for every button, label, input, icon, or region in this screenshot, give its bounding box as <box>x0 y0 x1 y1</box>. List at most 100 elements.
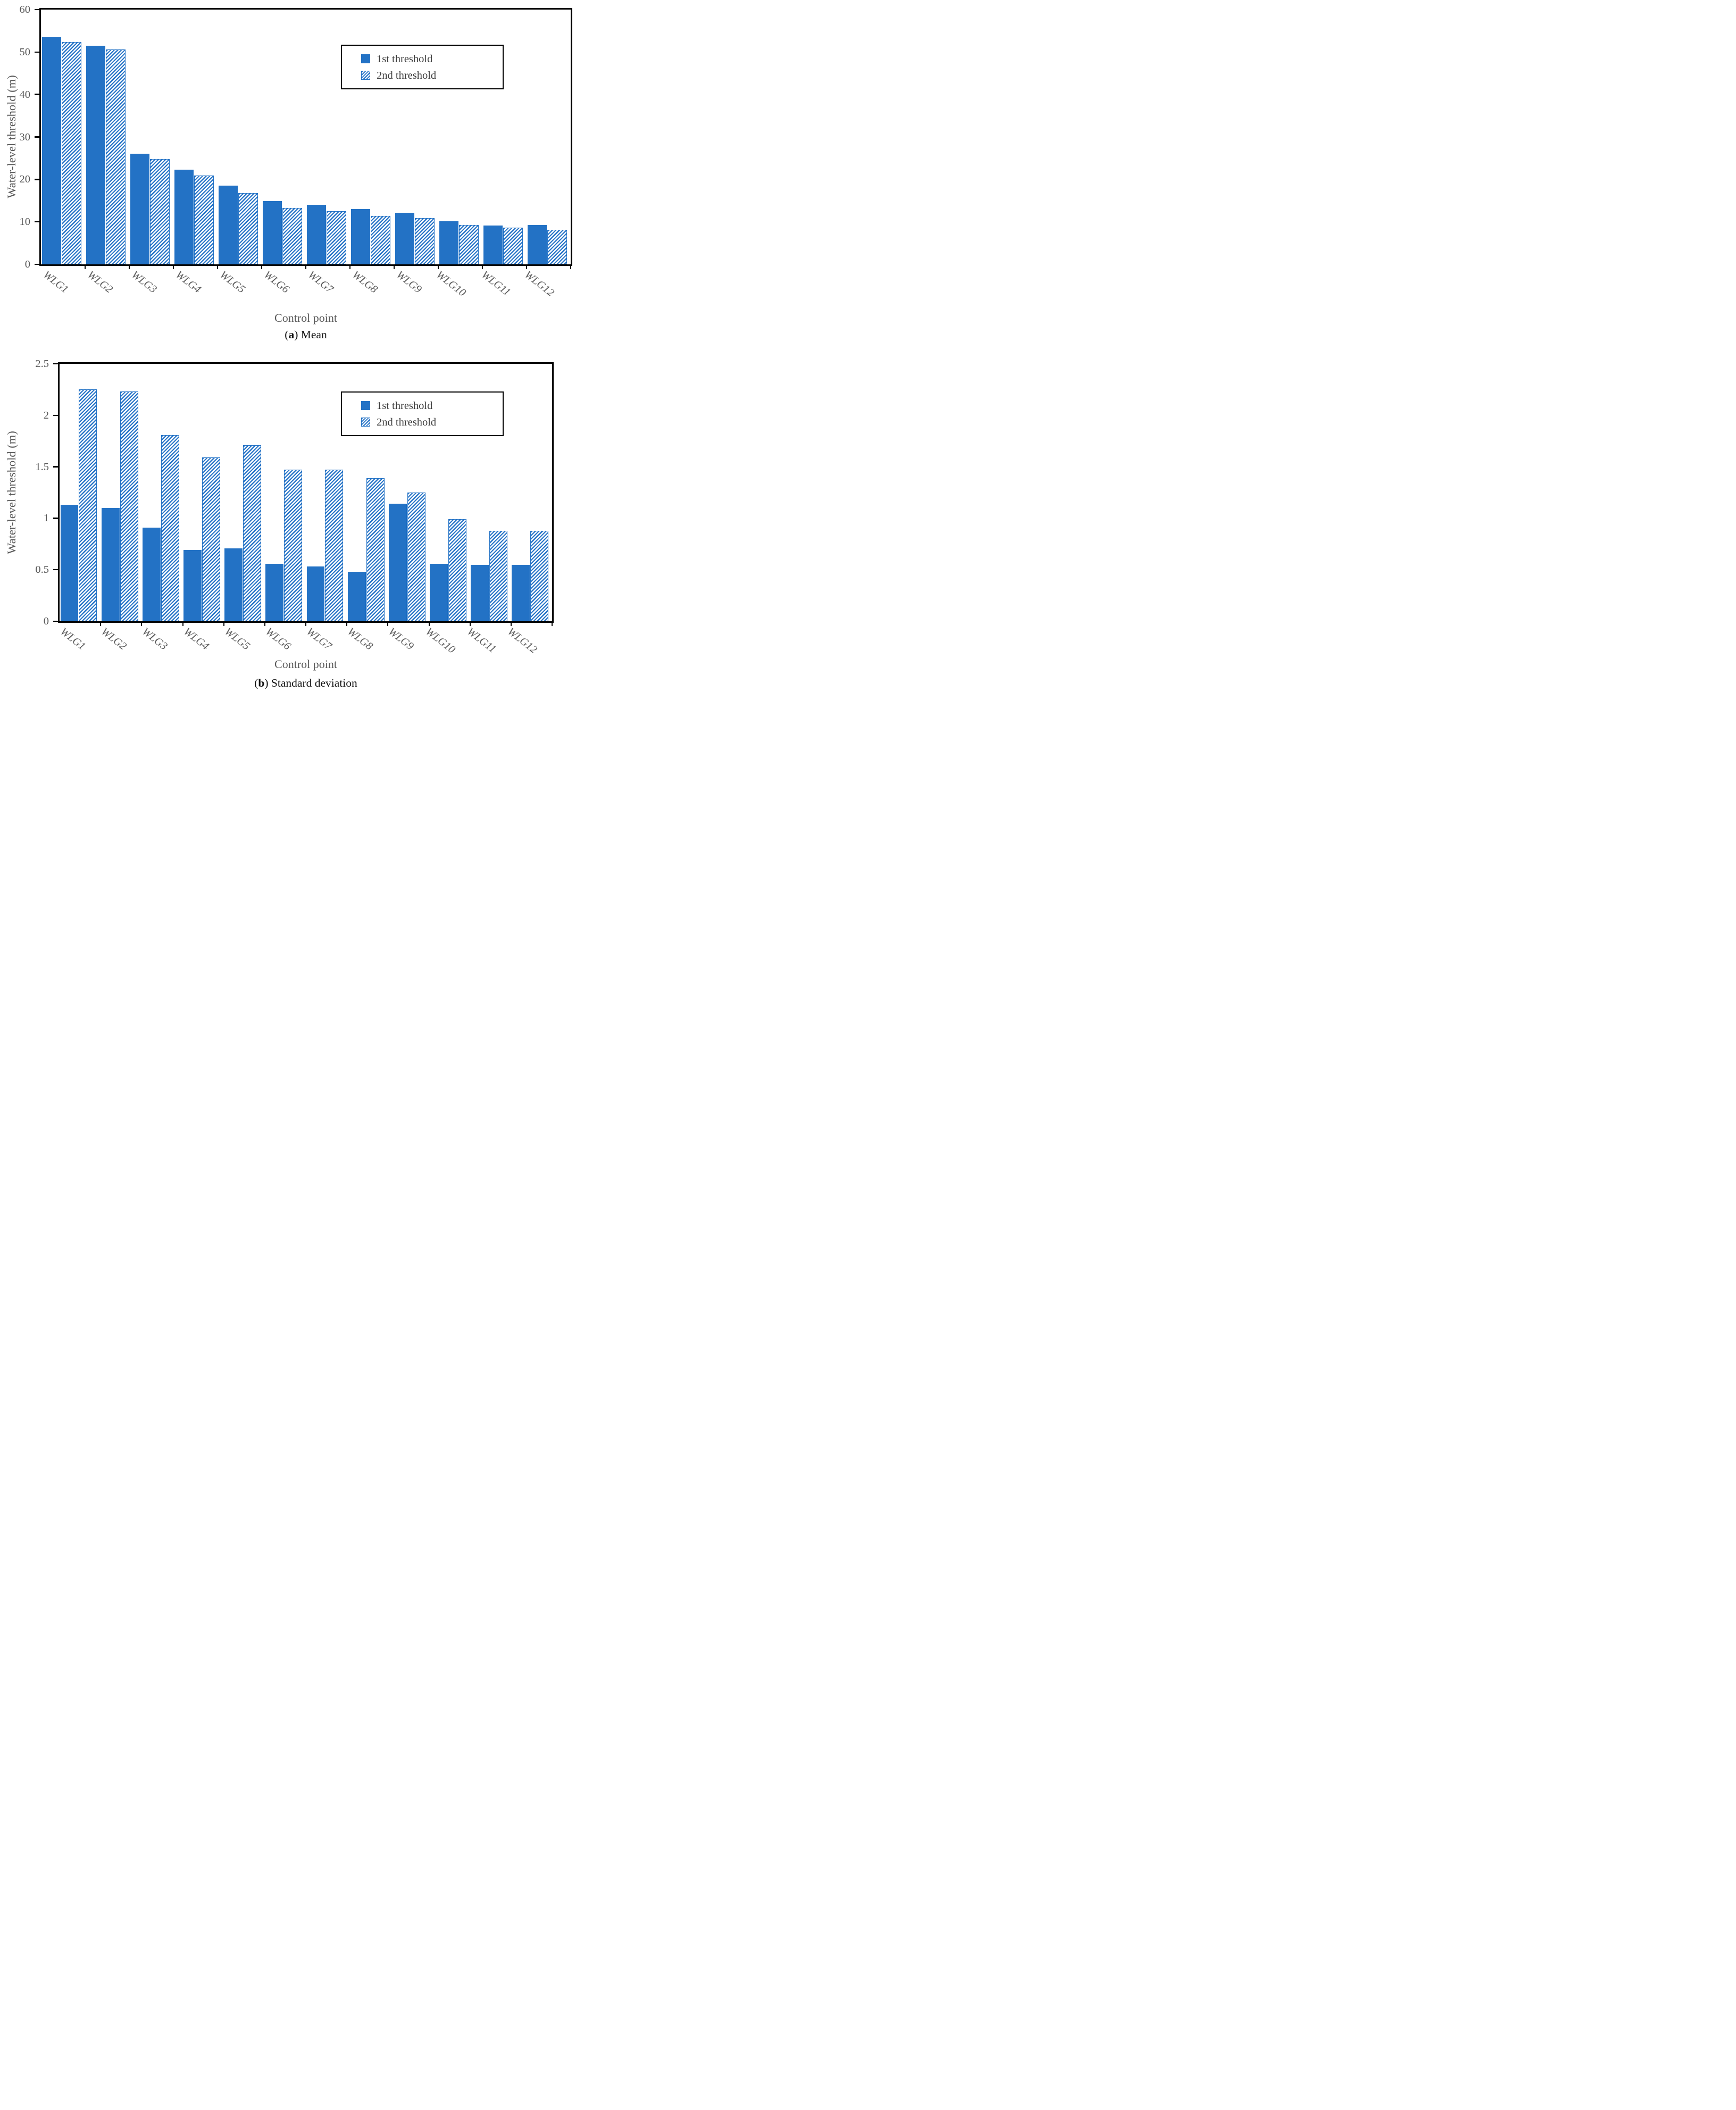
bar-wlg2-2nd <box>106 49 126 264</box>
legend-row: 1st threshold <box>361 51 503 67</box>
y-axis-tick <box>53 518 58 519</box>
bar-wlg4-2nd <box>202 457 220 621</box>
bar-wlg9-2nd <box>407 493 425 621</box>
x-tick-label-wlg8: WLG8 <box>350 269 380 296</box>
legend-row: 2nd threshold <box>361 414 503 430</box>
x-tick-label-wlg8: WLG8 <box>345 626 375 653</box>
y-tick-label: 40 <box>19 88 31 101</box>
x-axis-tick <box>428 623 430 626</box>
x-axis-tick <box>173 266 174 269</box>
x-tick-label-wlg6: WLG6 <box>262 269 291 296</box>
y-tick-label: 30 <box>19 131 31 143</box>
bar-wlg3-2nd <box>161 435 179 621</box>
y-tick-label: 50 <box>19 46 31 58</box>
bar-wlg10-1st <box>430 563 448 621</box>
y-tick-label: 0.5 <box>35 564 49 576</box>
x-axis-tick <box>469 623 471 626</box>
bar-wlg1-1st <box>41 37 62 264</box>
bar-wlg8-1st <box>350 209 371 264</box>
legend-label: 1st threshold <box>377 399 433 412</box>
x-axis-tick <box>349 266 350 269</box>
y-tick-label: 2.5 <box>35 358 49 370</box>
bar-wlg7-1st <box>306 566 325 621</box>
bar-wlg8-2nd <box>371 215 390 264</box>
legend-label: 2nd threshold <box>377 416 437 428</box>
legend-label: 1st threshold <box>377 53 433 65</box>
bar-wlg3-1st <box>142 527 161 621</box>
x-axis-tick <box>217 266 218 269</box>
bar-wlg1-2nd <box>79 389 97 621</box>
legend-swatch-hatched <box>361 418 370 427</box>
x-axis-tick <box>85 266 86 269</box>
x-axis-tick <box>346 623 348 626</box>
y-axis-tick <box>35 136 39 138</box>
x-tick-label-wlg1: WLG1 <box>41 269 71 296</box>
x-axis-tick <box>552 623 553 626</box>
bar-wlg1-2nd <box>62 41 81 264</box>
caption-b: (b) Standard deviation <box>254 677 357 689</box>
y-tick-label: 2 <box>43 409 49 421</box>
y-axis-tick <box>53 569 58 571</box>
bar-wlg2-1st <box>101 508 120 621</box>
bar-wlg1-1st <box>60 505 79 621</box>
y-tick-label: 20 <box>19 173 31 186</box>
bar-wlg8-1st <box>347 572 366 621</box>
x-axis-tick <box>182 623 183 626</box>
x-axis-tick <box>264 623 265 626</box>
x-axis-title-b: Control point <box>274 657 337 671</box>
legend-swatch-solid <box>361 54 370 63</box>
caption-letter: a <box>288 328 295 341</box>
bar-wlg10-2nd <box>448 519 466 621</box>
bar-wlg12-1st <box>512 564 530 621</box>
bar-wlg2-1st <box>86 45 106 264</box>
legend-swatch-solid <box>361 401 370 410</box>
x-axis-tick <box>394 266 395 269</box>
x-axis-tick <box>305 266 306 269</box>
legend-label: 2nd threshold <box>377 69 437 81</box>
bar-wlg9-2nd <box>415 218 435 264</box>
x-tick-label-wlg9: WLG9 <box>394 269 424 296</box>
bar-wlg3-1st <box>130 154 150 264</box>
caption-letter: b <box>258 677 265 689</box>
x-axis-tick <box>141 623 143 626</box>
y-tick-label: 10 <box>19 216 31 228</box>
bar-wlg6-1st <box>262 201 282 264</box>
bar-wlg5-1st <box>218 186 238 264</box>
y-axis-tick <box>35 179 39 180</box>
x-tick-label-wlg5: WLG5 <box>222 626 252 653</box>
bar-wlg12-2nd <box>530 530 549 621</box>
bar-wlg9-1st <box>388 504 407 621</box>
x-tick-label-wlg9: WLG9 <box>386 626 416 653</box>
bar-wlg3-2nd <box>150 159 170 264</box>
bar-wlg11-2nd <box>489 530 508 621</box>
x-tick-label-wlg10: WLG10 <box>434 269 468 299</box>
bar-wlg6-2nd <box>282 207 302 264</box>
bar-wlg4-1st <box>174 169 194 264</box>
x-tick-label-wlg11: WLG11 <box>465 626 499 655</box>
x-tick-label-wlg10: WLG10 <box>423 626 457 656</box>
legend-swatch-hatched <box>361 71 370 80</box>
x-tick-label-wlg4: WLG4 <box>173 269 203 296</box>
y-axis-tick <box>53 466 58 468</box>
x-tick-label-wlg7: WLG7 <box>304 626 334 653</box>
x-tick-label-wlg1: WLG1 <box>58 626 88 653</box>
x-tick-label-wlg12: WLG12 <box>505 626 539 656</box>
x-tick-label-wlg7: WLG7 <box>306 269 336 296</box>
x-tick-label-wlg3: WLG3 <box>140 626 170 653</box>
x-axis-tick <box>261 266 262 269</box>
x-axis-tick <box>223 623 224 626</box>
y-tick-label: 60 <box>19 4 31 15</box>
bar-wlg7-2nd <box>325 470 344 621</box>
y-axis-tick <box>53 620 58 622</box>
y-axis-tick <box>35 9 39 11</box>
bar-wlg4-2nd <box>194 176 214 264</box>
y-tick-label: 0 <box>43 615 49 627</box>
legend-row: 2nd threshold <box>361 67 503 84</box>
x-axis-tick <box>438 266 439 269</box>
bar-wlg10-2nd <box>459 224 479 264</box>
x-axis-title-a: Control point <box>274 311 337 324</box>
legend-b: 1st threshold 2nd threshold <box>341 391 504 436</box>
x-axis-tick <box>100 623 102 626</box>
y-axis-tick <box>53 414 58 416</box>
x-tick-label-wlg4: WLG4 <box>181 626 211 653</box>
